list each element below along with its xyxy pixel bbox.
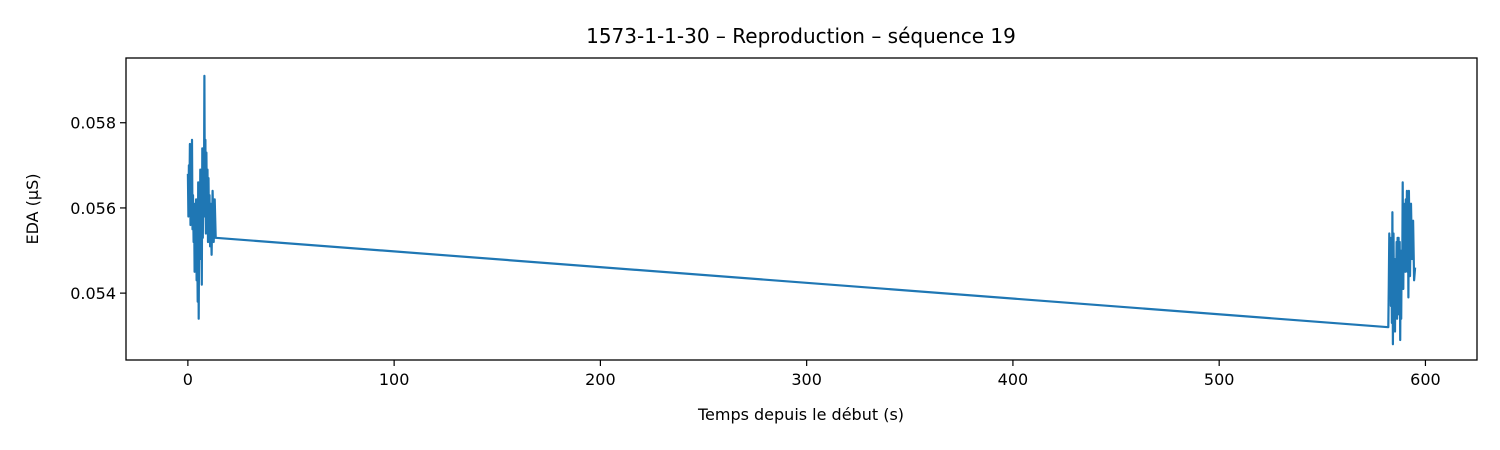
- plot-frame: [125, 57, 1478, 361]
- x-tick-label: 600: [1410, 370, 1441, 389]
- chart-title: 1573-1-1-30 – Reproduction – séquence 19: [586, 24, 1016, 48]
- y-axis-title: EDA (µS): [23, 174, 42, 245]
- y-tick-label: 0.054: [70, 284, 116, 303]
- y-tick-label: 0.058: [70, 114, 116, 133]
- x-axis: 0 100 200 300 400 500 600: [183, 360, 1441, 389]
- x-tick-label: 0: [183, 370, 193, 389]
- x-tick-label: 100: [379, 370, 410, 389]
- x-tick-label: 300: [791, 370, 822, 389]
- series-line-0: [186, 74, 1417, 346]
- plot-area: [186, 74, 1417, 346]
- x-tick-label: 400: [998, 370, 1029, 389]
- x-tick-label: 200: [585, 370, 616, 389]
- y-tick-label: 0.056: [70, 199, 116, 218]
- x-tick-label: 500: [1204, 370, 1235, 389]
- x-axis-title: Temps depuis le début (s): [697, 405, 904, 424]
- y-axis: 0.054 0.056 0.058: [70, 114, 126, 303]
